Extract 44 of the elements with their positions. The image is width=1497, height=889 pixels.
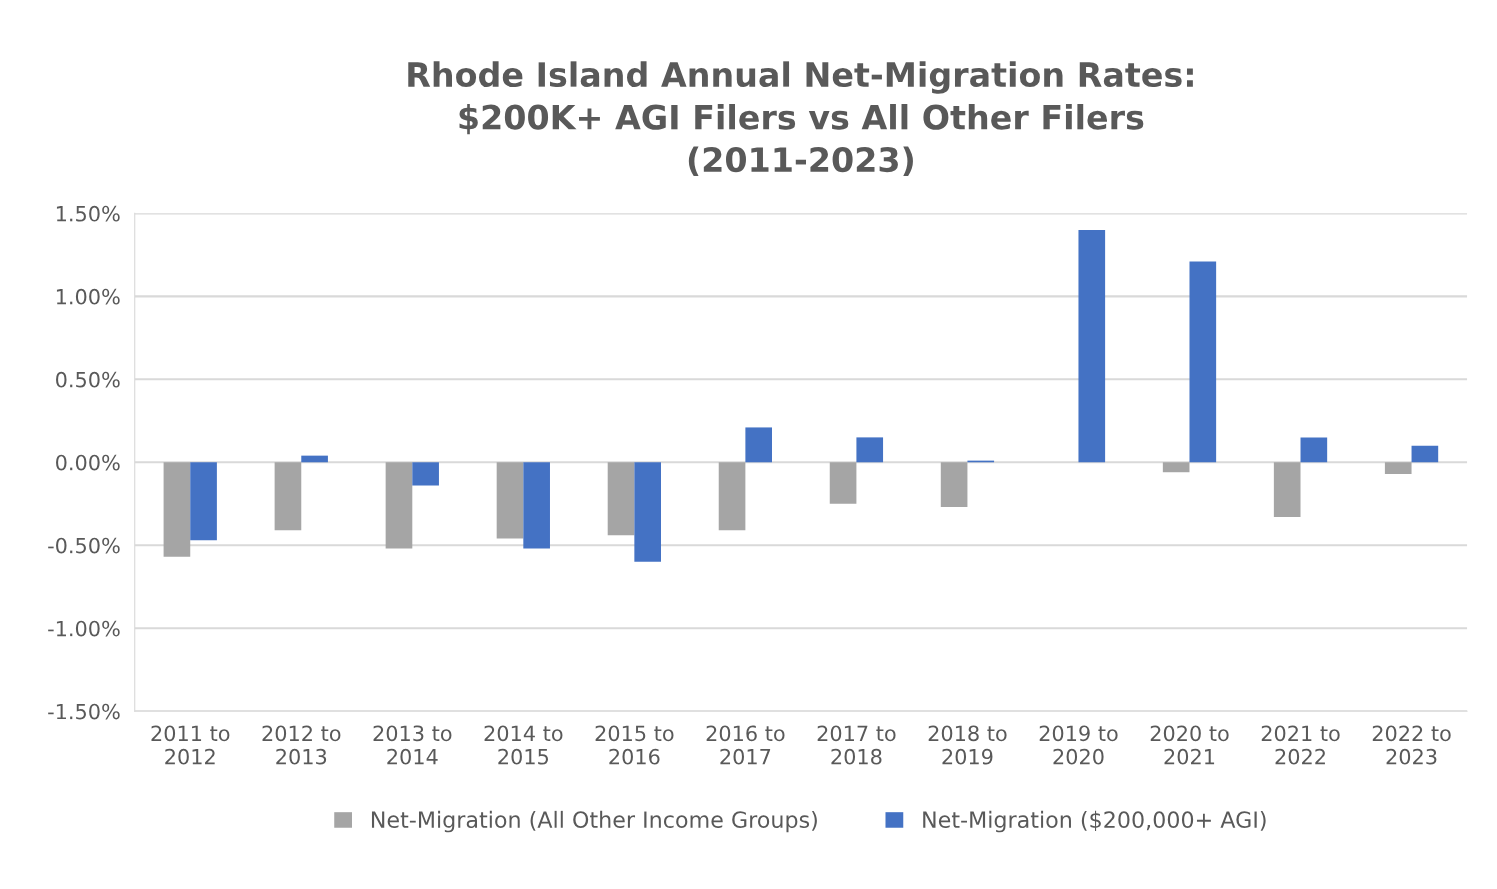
bar [412,462,439,486]
bar [856,437,884,463]
y-tick-label: -1.00% [48,620,120,637]
x-tick-label: 2015 to 2016 [595,725,674,765]
bar [163,462,191,557]
y-tick-label: -1.50% [48,703,120,720]
bar [1078,229,1106,463]
bar [607,462,635,536]
chart-title: Rhode Island Annual Net-Migration Rates: $200K+ AGI Filers vs All Other Filers (2011-2023) [408,61,1193,177]
legend-label: Net-Migration (All Other Income Groups) [371,810,817,833]
x-tick-label: 2012 to 2013 [262,725,341,765]
y-tick-label: 1.00% [56,288,120,305]
x-tick-label: 2016 to 2017 [706,725,785,765]
x-tick-label: 2019 to 2020 [1039,725,1118,765]
bar [190,462,217,541]
bar [940,462,968,508]
bar [718,462,746,531]
x-tick-label: 2014 to 2015 [484,725,563,765]
bar [274,462,302,531]
y-tick-label: 1.50% [56,205,120,222]
bar [496,462,524,539]
bar [634,462,661,562]
y-tick-label: -0.50% [48,537,120,554]
x-tick-label: 2017 to 2018 [817,725,896,765]
bar [523,462,550,549]
y-tick-label: 0.50% [56,371,120,388]
bar [301,455,328,463]
x-tick-label: 2022 to 2023 [1372,725,1451,765]
bar [385,462,413,549]
bar [1300,437,1328,463]
x-tick-label: 2018 to 2019 [928,725,1007,765]
y-tick-label: 0.00% [56,454,120,471]
bar [1273,462,1301,518]
legend-label: Net-Migration ($200,000+ AGI) [923,810,1266,833]
bar [1411,445,1439,463]
bar [1384,462,1412,474]
bar [829,462,857,504]
bar [745,427,773,463]
bar [1189,261,1217,463]
x-tick-label: 2021 to 2022 [1261,725,1340,765]
x-tick-label: 2013 to 2014 [373,725,452,765]
x-tick-label: 2011 to 2012 [151,725,230,765]
bar [1162,462,1190,473]
x-tick-label: 2020 to 2021 [1150,725,1229,765]
